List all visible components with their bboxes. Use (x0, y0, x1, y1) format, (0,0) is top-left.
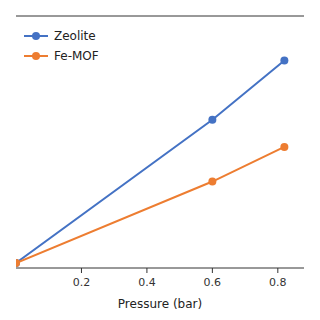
x-tick-label: 0.2 (73, 276, 91, 289)
legend: Zeolite Fe-MOF (24, 29, 99, 63)
series-line (16, 60, 284, 263)
series-marker (280, 56, 288, 64)
series-marker (16, 259, 20, 267)
series-marker (16, 259, 20, 267)
x-tick-label: 0.8 (269, 276, 287, 289)
x-tick (81, 268, 82, 273)
x-axis-label: Pressure (bar) (118, 297, 202, 311)
plot-area (16, 56, 288, 267)
x-tick (212, 268, 213, 273)
series-marker (208, 178, 216, 186)
x-tick-label: 0.4 (138, 276, 156, 289)
legend-marker (32, 52, 40, 60)
legend-marker (32, 32, 40, 40)
x-axis-line (16, 268, 304, 269)
legend-label: Fe-MOF (54, 49, 99, 63)
x-tick-label: 0.6 (204, 276, 222, 289)
chart: 0.2 0.4 0.6 0.8 Pressure (bar) Zeolite Fe-MOF (0, 0, 320, 320)
series-line (16, 147, 284, 263)
top-border (16, 16, 304, 17)
x-tick (277, 268, 278, 273)
series-marker (208, 116, 216, 124)
x-tick (146, 268, 147, 273)
series-marker (280, 143, 288, 151)
legend-label: Zeolite (54, 29, 96, 43)
